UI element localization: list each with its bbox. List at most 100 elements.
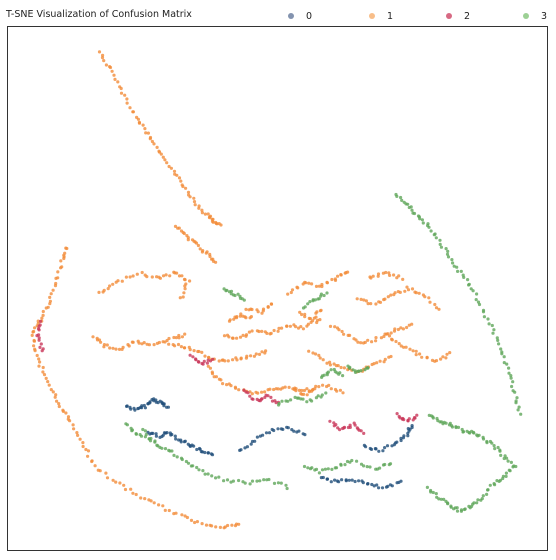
point-series-1-1-81: [123, 487, 128, 492]
point-series-3-2-33: [231, 479, 235, 483]
point-series-1-6-1: [208, 366, 212, 370]
point-series-1-0-0: [97, 50, 102, 54]
point-series-1-9-18: [379, 336, 383, 340]
point-series-1-7-14: [260, 329, 264, 333]
point-series-2-2-8: [407, 417, 411, 421]
point-series-0-4-1: [364, 445, 368, 449]
point-series-1-1-62: [75, 431, 79, 435]
point-series-0-4-3: [369, 447, 374, 451]
point-series-3-0-64: [505, 362, 509, 366]
point-series-0-2-1: [239, 448, 243, 452]
point-series-1-10-30: [389, 354, 393, 359]
point-series-0-2-6: [253, 439, 257, 443]
point-series-1-1-47: [49, 388, 53, 392]
point-series-1-6-7: [219, 378, 223, 382]
point-series-3-2-46: [279, 481, 283, 485]
point-series-1-12-23: [445, 352, 449, 356]
point-series-1-0-35: [159, 152, 163, 156]
point-series-1-12-19: [434, 359, 439, 363]
point-series-3-0-38: [462, 275, 466, 279]
point-series-1-12-1: [387, 334, 392, 338]
legend-marker-1: [369, 13, 375, 19]
point-series-1-4-30: [167, 336, 171, 341]
point-series-3-4-13: [310, 399, 314, 403]
point-series-1-1-38: [37, 357, 41, 361]
point-series-3-0-19: [427, 225, 431, 229]
chart-title: T-SNE Visualization of Confusion Matrix: [6, 9, 192, 20]
point-series-1-9-28: [405, 325, 409, 330]
point-series-1-0-1: [101, 53, 105, 57]
point-series-1-16-5: [256, 310, 260, 314]
point-series-1-6-9: [225, 383, 229, 387]
point-series-3-3-12: [334, 466, 339, 470]
point-series-3-4-18: [324, 391, 328, 395]
point-series-1-3-33: [183, 287, 187, 291]
point-series-3-1-63: [486, 488, 490, 492]
point-series-3-1-93: [431, 490, 435, 495]
point-series-1-7-2: [227, 335, 231, 339]
point-series-0-0-16: [148, 401, 152, 405]
point-series-3-0-35: [456, 269, 460, 273]
point-series-3-3-18: [350, 458, 354, 463]
point-series-3-2-39: [255, 479, 259, 483]
point-series-1-1-36: [33, 349, 37, 353]
point-series-3-0-44: [475, 292, 479, 296]
point-series-3-0-65: [507, 366, 511, 370]
point-series-1-0-8: [112, 73, 116, 77]
point-series-3-0-53: [490, 323, 494, 328]
point-series-3-1-69: [475, 501, 479, 505]
point-series-3-2-41: [262, 478, 266, 482]
point-series-1-11-22: [414, 291, 418, 295]
point-series-1-10-25: [375, 361, 379, 365]
point-series-1-6-5: [214, 375, 218, 379]
point-series-1-8-10: [314, 284, 319, 288]
point-series-0-3-4: [329, 480, 333, 484]
point-series-1-2-14: [198, 247, 202, 251]
point-series-1-1-64: [78, 437, 82, 441]
point-series-3-0-41: [467, 283, 471, 287]
point-series-1-7-27: [294, 325, 298, 329]
point-series-1-0-48: [184, 186, 188, 190]
point-series-0-3-23: [380, 486, 385, 490]
point-series-1-5-21: [223, 359, 227, 363]
point-series-0-1-27: [195, 447, 199, 452]
point-series-1-13-5: [308, 317, 312, 321]
point-series-2-1-17: [359, 429, 363, 433]
point-series-2-0-0: [242, 388, 246, 392]
point-series-1-3-0: [97, 290, 101, 294]
point-series-3-8-1: [303, 305, 307, 309]
point-series-1-1-53: [57, 404, 61, 409]
point-series-1-12-10: [411, 349, 415, 353]
point-series-1-7-4: [231, 336, 235, 340]
point-series-3-1-29: [477, 433, 481, 437]
point-series-0-2-13: [272, 428, 276, 433]
point-series-0-2-18: [286, 426, 290, 430]
point-series-3-6-7: [357, 369, 361, 373]
point-series-3-0-32: [451, 261, 455, 265]
point-series-3-7-4: [229, 289, 234, 293]
point-series-1-2-16: [200, 250, 204, 254]
point-series-1-3-21: [164, 273, 168, 277]
point-series-1-15-12: [313, 387, 317, 391]
point-series-1-7-7: [241, 333, 245, 337]
point-series-3-1-37: [493, 447, 497, 451]
point-series-1-5-18: [217, 359, 221, 363]
point-series-1-6-21: [256, 391, 260, 395]
point-series-1-1-33: [32, 339, 36, 343]
plot-area: [7, 26, 548, 551]
point-series-3-0-31: [450, 258, 454, 262]
point-series-3-1-88: [442, 497, 446, 501]
point-series-1-2-2: [177, 226, 181, 230]
point-series-1-0-25: [143, 127, 147, 131]
point-series-2-4-0: [188, 353, 192, 357]
point-series-3-9-8: [139, 434, 144, 438]
point-series-3-0-39: [466, 278, 470, 282]
point-series-1-7-16: [265, 331, 269, 335]
point-series-1-12-4: [394, 339, 398, 344]
point-series-1-4-10: [114, 347, 118, 351]
point-series-3-1-65: [481, 494, 485, 498]
point-series-1-1-105: [210, 524, 214, 528]
point-series-1-4-24: [152, 343, 156, 347]
point-series-3-6-8: [359, 369, 363, 373]
point-series-3-3-6: [317, 471, 321, 475]
